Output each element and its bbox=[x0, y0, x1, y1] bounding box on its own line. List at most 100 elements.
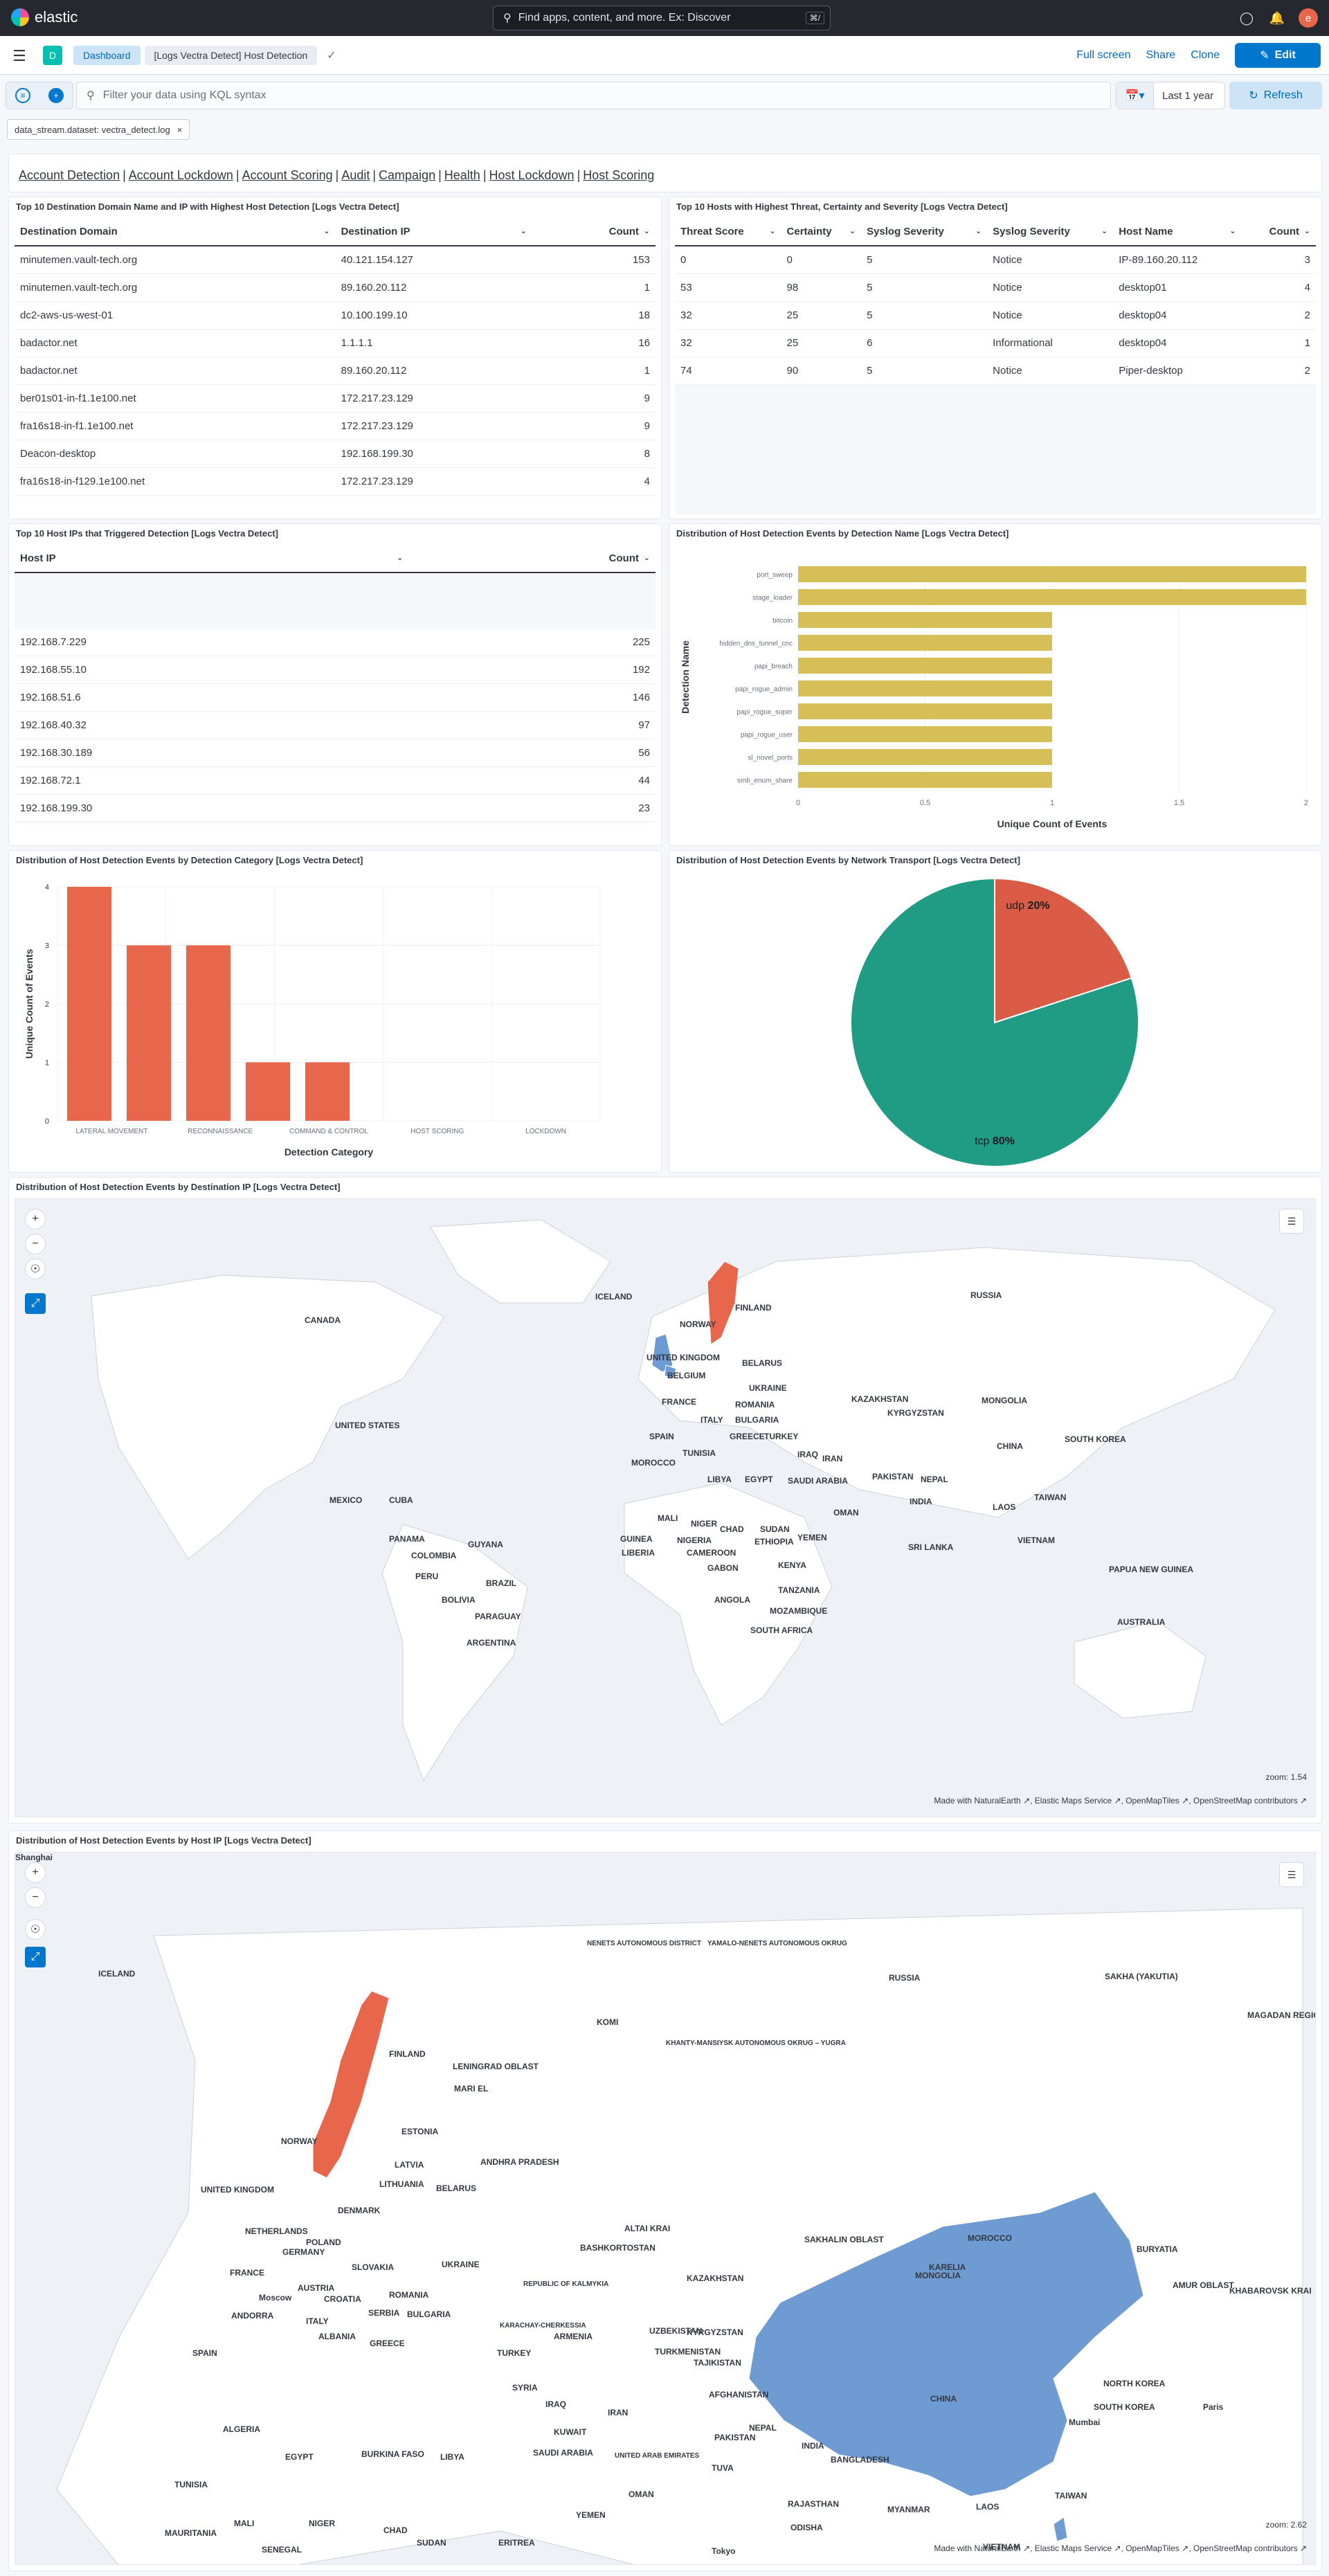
ireland-netherlands-region[interactable] bbox=[664, 1364, 677, 1380]
breadcrumb-current: [Logs Vectra Detect] Host Detection bbox=[144, 46, 318, 65]
user-avatar[interactable]: e bbox=[1299, 8, 1318, 28]
reset-north-icon[interactable]: ☉ bbox=[25, 1259, 46, 1279]
panel-title: Distribution of Host Detection Events by… bbox=[16, 855, 363, 865]
elastic-logo[interactable]: elastic bbox=[11, 8, 78, 26]
add-filter-icon[interactable]: + bbox=[48, 88, 64, 103]
reset-north-icon[interactable]: ☉ bbox=[25, 1919, 46, 1940]
chevron-down-icon[interactable]: ⌄ bbox=[975, 227, 982, 235]
fullscreen-button[interactable]: Full screen bbox=[1076, 49, 1131, 61]
share-button[interactable]: Share bbox=[1146, 49, 1176, 61]
notifications-icon[interactable]: 🔔 bbox=[1269, 10, 1285, 25]
breadcrumb-dashboard[interactable]: Dashboard bbox=[73, 46, 141, 65]
sweden-region[interactable] bbox=[312, 1990, 390, 2179]
dashboard-link[interactable]: Account Detection bbox=[19, 168, 120, 182]
column-header[interactable]: Destination Domain ⌄ bbox=[15, 218, 336, 246]
column-header[interactable]: Count ⌄ bbox=[1241, 218, 1316, 246]
column-header[interactable]: Syslog Severity ⌄ bbox=[987, 218, 1114, 246]
global-search-input[interactable]: ⚲ Find apps, content, and more. Ex: Disc… bbox=[493, 6, 831, 30]
y-tick-label: 0 bbox=[45, 1117, 49, 1126]
table-row: 32 25 6 Informational desktop04 1 bbox=[675, 329, 1316, 357]
table-cell: 25 bbox=[781, 301, 862, 330]
space-avatar[interactable]: D bbox=[43, 46, 62, 65]
table-cell: 172.217.23.129 bbox=[335, 467, 532, 496]
bar bbox=[798, 658, 1052, 674]
column-header[interactable]: Destination IP ⌄ bbox=[335, 218, 532, 246]
dashboard-link[interactable]: Account Scoring bbox=[242, 168, 333, 182]
host-ips-table-panel: Top 10 Host IPs that Triggered Detection… bbox=[8, 523, 662, 846]
map-label: SAUDI ARABIA bbox=[788, 1476, 848, 1486]
table-cell: Piper-desktop bbox=[1113, 357, 1242, 385]
dashboard-link[interactable]: Audit bbox=[341, 168, 370, 182]
zoom-in-icon[interactable]: + bbox=[25, 1862, 46, 1883]
map-label: COLOMBIA bbox=[411, 1551, 457, 1560]
dashboard-link[interactable]: Account Lockdown bbox=[128, 168, 233, 182]
y-axis-label: Detection Name bbox=[680, 640, 691, 714]
calendar-icon[interactable]: 📅▾ bbox=[1116, 82, 1154, 109]
map-label: EGYPT bbox=[285, 2452, 314, 2462]
sweden-region[interactable] bbox=[707, 1261, 739, 1345]
chevron-down-icon[interactable]: ⌄ bbox=[323, 227, 330, 235]
map-label: LENINGRAD OBLAST bbox=[453, 2062, 539, 2071]
chevron-down-icon[interactable]: ⌄ bbox=[643, 227, 650, 235]
chevron-down-icon[interactable]: ⌄ bbox=[849, 227, 856, 235]
column-header[interactable]: Host IP ⌄ bbox=[15, 545, 409, 573]
filter-pill[interactable]: data_stream.dataset: vectra_detect.log × bbox=[7, 119, 190, 140]
map-label: BELARUS bbox=[742, 1358, 783, 1368]
south-america-shape bbox=[381, 1524, 528, 1782]
china-region[interactable] bbox=[748, 2191, 1144, 2497]
hamburger-menu-icon[interactable]: ☰ bbox=[12, 47, 26, 64]
column-header[interactable]: Threat Score ⌄ bbox=[675, 218, 781, 246]
kql-search-input[interactable]: ⚲ Filter your data using KQL syntax bbox=[76, 82, 1111, 109]
table-cell: 10.100.199.10 bbox=[335, 301, 532, 330]
close-icon[interactable]: × bbox=[177, 124, 183, 135]
column-header[interactable]: Count ⌄ bbox=[408, 545, 656, 573]
bar bbox=[798, 703, 1052, 719]
map-label: MOROCCO bbox=[631, 1458, 676, 1468]
x-tick-label: 0.5 bbox=[920, 799, 930, 807]
chevron-down-icon[interactable]: ⌄ bbox=[643, 554, 650, 562]
chevron-down-icon[interactable]: ⌄ bbox=[520, 227, 527, 235]
refresh-button[interactable]: ↻ Refresh bbox=[1229, 82, 1322, 109]
host-ip-map[interactable]: ICELAND NORWAY FINLAND RUSSIA KOMI SAKHA (YAK… bbox=[15, 1852, 1316, 2565]
map-attribution[interactable]: Made with NaturalEarth ↗, Elastic Maps S… bbox=[934, 1796, 1307, 1805]
chevron-down-icon[interactable]: ⌄ bbox=[769, 227, 776, 235]
map-label: OMAN bbox=[833, 1508, 859, 1517]
layer-toggle-icon[interactable]: ☰ bbox=[1279, 1862, 1304, 1887]
table-cell: 192.168.51.6 bbox=[15, 683, 409, 712]
zoom-out-icon[interactable]: − bbox=[25, 1887, 46, 1908]
dashboard-link[interactable]: Campaign bbox=[379, 168, 436, 182]
filter-menu-icon[interactable]: ≡ bbox=[15, 88, 30, 103]
column-header[interactable]: Host Name ⌄ bbox=[1113, 218, 1242, 246]
chevron-down-icon[interactable]: ⌄ bbox=[1101, 227, 1108, 235]
layer-toggle-icon[interactable]: ☰ bbox=[1279, 1209, 1304, 1234]
dashboard-link[interactable]: Health bbox=[444, 168, 480, 182]
map-label: NORTH KOREA bbox=[1103, 2379, 1166, 2388]
column-header[interactable]: Certainty ⌄ bbox=[781, 218, 862, 246]
map-label: CHINA bbox=[997, 1441, 1023, 1451]
edit-button[interactable]: ✎ Edit bbox=[1235, 43, 1321, 68]
table-cell: badactor.net bbox=[15, 357, 336, 385]
zoom-out-icon[interactable]: − bbox=[25, 1234, 46, 1254]
dashboard-link[interactable]: Host Scoring bbox=[583, 168, 655, 182]
help-icon[interactable]: ◯ bbox=[1239, 10, 1254, 25]
map-label: IRAN bbox=[822, 1454, 843, 1463]
clone-button[interactable]: Clone bbox=[1191, 49, 1220, 61]
fit-to-data-icon[interactable]: ⤢ bbox=[25, 1293, 46, 1314]
date-picker[interactable]: 📅▾ Last 1 year bbox=[1116, 82, 1225, 109]
bar bbox=[798, 749, 1052, 765]
taiwan-region[interactable] bbox=[1053, 2516, 1068, 2542]
dashboard-link[interactable]: Host Lockdown bbox=[489, 168, 575, 182]
map-label: ETHIOPIA bbox=[754, 1537, 794, 1547]
column-header[interactable]: Syslog Severity ⌄ bbox=[861, 218, 988, 246]
map-label: PAPUA NEW GUINEA bbox=[1109, 1565, 1194, 1574]
chevron-down-icon[interactable]: ⌄ bbox=[1229, 227, 1236, 235]
table-cell: 225 bbox=[408, 628, 656, 656]
zoom-in-icon[interactable]: + bbox=[25, 1209, 46, 1230]
chevron-down-icon[interactable]: ⌄ bbox=[1303, 227, 1310, 235]
map-attribution[interactable]: Made with NaturalEarth ↗, Elastic Maps S… bbox=[934, 2543, 1307, 2553]
destination-ip-map[interactable]: RUSSIA CANADA ICELAND NORWAY FINLAND UNITED K… bbox=[15, 1198, 1316, 1817]
table-row: 53 98 5 Notice desktop01 4 bbox=[675, 273, 1316, 302]
column-header[interactable]: Count ⌄ bbox=[532, 218, 656, 246]
chevron-down-icon[interactable]: ⌄ bbox=[397, 554, 404, 562]
fit-to-data-icon[interactable]: ⤢ bbox=[25, 1947, 46, 1967]
